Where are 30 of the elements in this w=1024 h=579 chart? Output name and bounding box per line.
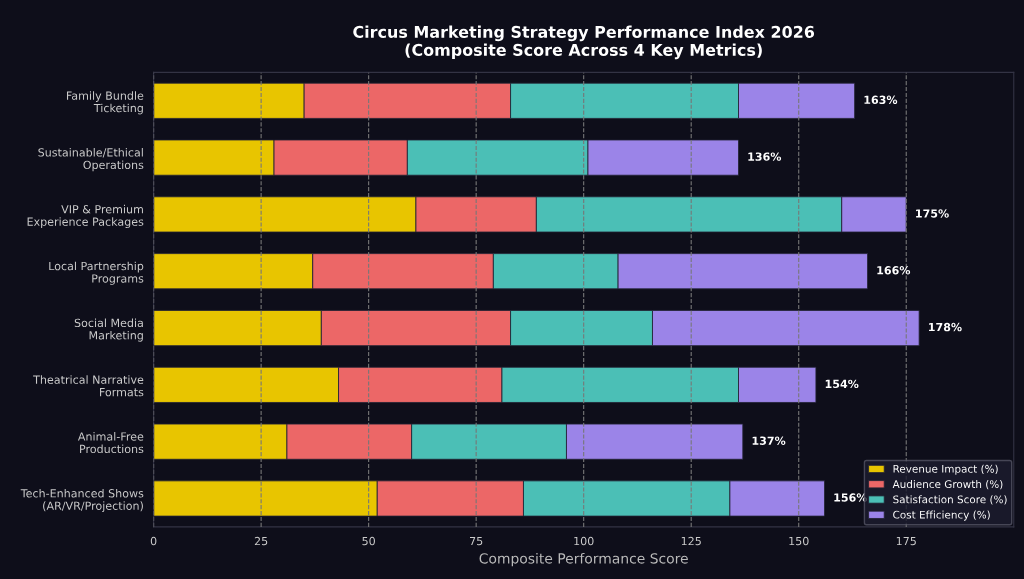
x-tick-label: 125 — [681, 536, 701, 546]
legend-label: Audience Growth (%) — [892, 479, 1003, 490]
legend-label: Revenue Impact (%) — [893, 464, 998, 475]
y-tick-label: Tech-Enhanced Shows (AR/VR/Projection) — [20, 488, 144, 513]
total-label: 156% — [834, 493, 868, 502]
total-label: 137% — [752, 436, 786, 445]
y-tick-label: Sustainable/Ethical Operations — [38, 148, 144, 172]
y-tick-label: Animal-Free Productions — [77, 432, 144, 454]
total-label: 136% — [748, 152, 782, 161]
total-label: 163% — [864, 95, 898, 105]
total-label: 154% — [825, 379, 859, 389]
total-label: 178% — [929, 322, 962, 332]
legend-label: Satisfaction Score (%) — [893, 495, 1007, 505]
total-label: 175% — [916, 209, 949, 218]
y-tick-label: Social Media Marketing — [74, 318, 143, 342]
y-tick-label: Theatrical Narrative Formats — [33, 375, 144, 397]
x-tick-label: 100 — [574, 536, 594, 546]
y-tick-label: Local Partnership Programs — [49, 261, 144, 285]
x-axis-title: Composite Performance Score — [479, 552, 688, 567]
x-tick-label: 75 — [470, 536, 483, 546]
y-tick-label: VIP & Premium Experience Packages — [27, 204, 144, 229]
x-tick-label: 0 — [150, 536, 157, 546]
legend-label: Cost Efficiency (%) — [893, 510, 990, 521]
y-tick-label: Family Bundle Ticketing — [66, 91, 144, 115]
x-tick-label: 25 — [254, 536, 268, 546]
x-tick-label: 50 — [362, 536, 375, 546]
x-tick-label: 175 — [896, 536, 916, 546]
x-tick-label: 150 — [789, 536, 809, 546]
total-label: 166% — [877, 266, 911, 275]
chart-title: Circus Marketing Strategy Performance Index 2026 (Composite Score Across 4 Key Metrics) — [353, 25, 815, 60]
